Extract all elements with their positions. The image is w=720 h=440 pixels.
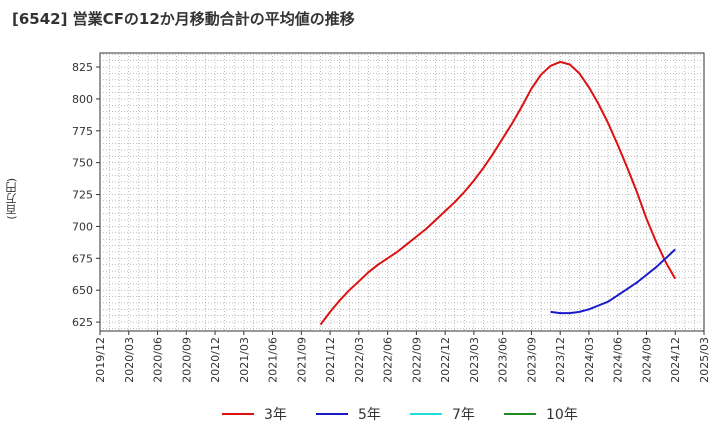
x-tick-label: 2021/12 [324, 337, 337, 383]
y-tick-label: 800 [72, 93, 93, 106]
y-tick-label: 750 [72, 157, 93, 170]
x-tick-label: 2020/06 [152, 337, 165, 383]
y-tick-label: 650 [72, 284, 93, 297]
y-tick-label: 625 [72, 316, 93, 329]
x-tick-label: 2023/12 [554, 337, 567, 383]
x-tick-label: 2024/09 [640, 337, 653, 383]
x-tick-label: 2023/03 [468, 337, 481, 383]
x-tick-label: 2023/06 [497, 337, 510, 383]
x-tick-label: 2024/03 [583, 337, 596, 383]
legend-label-1: 3年 [264, 407, 287, 423]
x-tick-label: 2023/09 [525, 337, 538, 383]
x-tick-label: 2020/09 [180, 337, 193, 383]
y-tick-label: 775 [72, 125, 93, 138]
x-tick-label: 2021/09 [295, 337, 308, 383]
x-tick-label: 2025/03 [698, 337, 711, 383]
x-tick-label: 2022/03 [353, 337, 366, 383]
x-tick-label: 2020/12 [209, 337, 222, 383]
legend-label-3: 7年 [452, 407, 475, 423]
legend-label-2: 5年 [358, 407, 381, 423]
x-tick-label: 2021/03 [238, 337, 251, 383]
x-tick-label: 2024/12 [669, 337, 682, 383]
y-tick-label: 700 [72, 220, 93, 233]
x-tick-label: 2022/09 [410, 337, 423, 383]
y-tick-label: 725 [72, 189, 93, 202]
plot-area [99, 52, 705, 332]
series-line-2 [550, 248, 676, 315]
legend-label-4: 10年 [546, 407, 578, 423]
x-tick-label: 2020/03 [123, 337, 136, 383]
x-tick-label: 2022/12 [439, 337, 452, 383]
y-tick-label: 675 [72, 252, 93, 265]
series-line-1 [319, 60, 677, 326]
x-tick-label: 2022/06 [382, 337, 395, 383]
x-tick-label: 2024/06 [612, 337, 625, 383]
y-tick-label: 825 [72, 61, 93, 74]
chart-title: [6542] 営業CFの12か月移動合計の平均値の推移 [12, 10, 355, 28]
x-tick-label: 2021/06 [267, 337, 280, 383]
x-tick-label: 2019/12 [94, 337, 107, 383]
